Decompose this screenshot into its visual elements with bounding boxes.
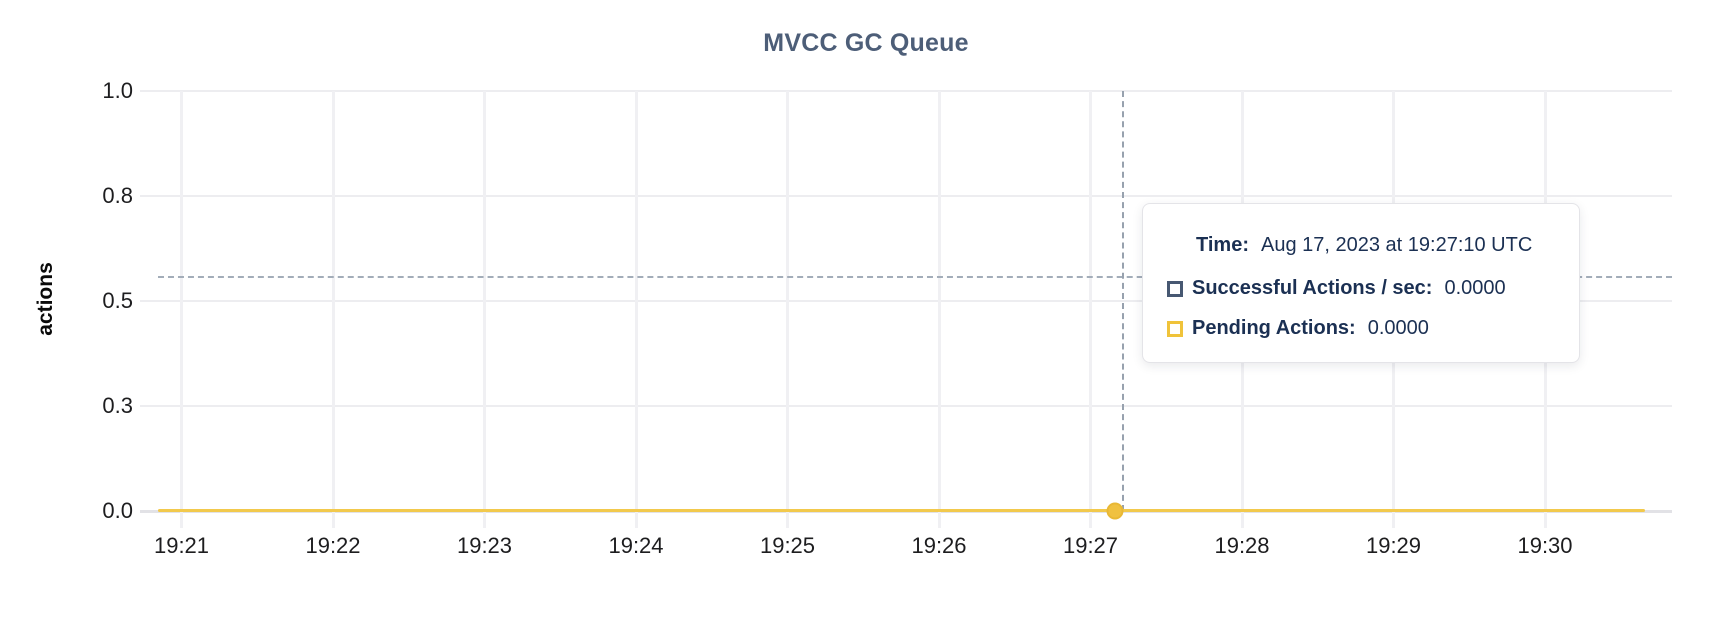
vertical-gridline	[634, 91, 638, 528]
x-tick-label: 19:23	[456, 533, 513, 558]
successful-actions-swatch-icon	[1167, 280, 1183, 297]
x-tick-label: 19:21	[153, 533, 210, 558]
y-tick-label: 0.5	[102, 288, 133, 313]
horizontal-gridline	[140, 300, 1672, 302]
tooltip-successful-actions-value: 0.0000	[1444, 277, 1506, 299]
vertical-gridline	[331, 91, 335, 528]
crosshair-vertical-line	[1122, 91, 1124, 511]
tooltip-successful-actions-label: Successful Actions / sec:	[1192, 277, 1433, 299]
tooltip-pending-actions-label: Pending Actions:	[1192, 317, 1356, 339]
pending-actions-series-line[interactable]	[158, 509, 1645, 512]
y-tick-label: 0.3	[102, 393, 133, 418]
y-axis-label: actions	[34, 262, 57, 336]
crosshair-horizontal-line	[158, 276, 1672, 278]
chart-tooltip: Time: Aug 17, 2023 at 19:27:10 UTC Succe…	[1142, 203, 1580, 363]
x-tick-label: 19:27	[1062, 533, 1119, 558]
tooltip-time-value: Aug 17, 2023 at 19:27:10 UTC	[1260, 234, 1533, 256]
tooltip-pending-actions-value: 0.0000	[1367, 317, 1429, 339]
y-tick-label: 0.8	[102, 183, 133, 208]
tooltip-time-label: Time:	[1196, 234, 1249, 256]
chart-title: MVCC GC Queue	[763, 29, 969, 57]
y-tick-label: 1.0	[102, 78, 133, 103]
x-tick-label: 19:25	[759, 533, 816, 558]
vertical-gridline	[786, 91, 789, 528]
vertical-gridline	[483, 91, 486, 528]
tooltip-row-successful-actions: Successful Actions / sec: 0.0000	[1167, 275, 1557, 302]
vertical-gridline	[1089, 91, 1092, 528]
x-tick-label: 19:30	[1517, 533, 1573, 558]
tooltip-time-row: Time: Aug 17, 2023 at 19:27:10 UTC	[1196, 232, 1557, 259]
pending-actions-swatch-icon	[1167, 320, 1183, 337]
vertical-gridline	[180, 91, 183, 528]
x-tick-label: 19:29	[1365, 533, 1422, 558]
x-tick-label: 19:26	[911, 533, 967, 558]
tooltip-row-pending-actions: Pending Actions: 0.0000	[1167, 315, 1557, 342]
vertical-gridline	[937, 91, 941, 528]
y-tick-label: 0.0	[102, 498, 133, 523]
hovered-datapoint-dot[interactable]	[1106, 502, 1124, 520]
horizontal-gridline	[140, 405, 1672, 407]
x-tick-label: 19:24	[608, 533, 664, 558]
horizontal-gridline	[140, 90, 1672, 92]
x-tick-label: 19:22	[305, 533, 361, 558]
horizontal-gridline	[140, 195, 1672, 197]
x-tick-label: 19:28	[1214, 533, 1270, 558]
